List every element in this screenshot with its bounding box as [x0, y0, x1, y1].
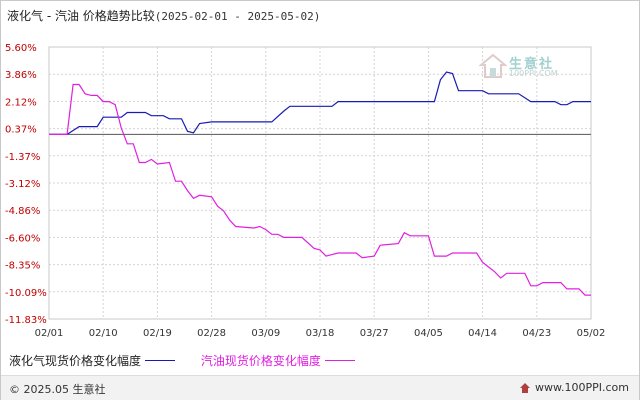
chart-plot: 5.60% 3.86% 2.12% 0.37% -1.37% -3.12% -4.86% -6…: [5, 43, 606, 339]
legend-swatch-lpg: [145, 360, 176, 361]
y-tick-label: -1.37%: [5, 152, 40, 163]
vertical-gridlines: [102, 47, 538, 319]
x-tick-label: 04/05: [414, 328, 443, 339]
series-lines: [49, 71, 591, 296]
x-tick-label: 04/23: [522, 328, 551, 339]
x-tick-label: 02/10: [89, 328, 118, 339]
legend-label-lpg: 液化气现货价格变化幅度: [9, 354, 142, 368]
y-tick-label: -11.83%: [5, 315, 47, 326]
watermark-logo: 生意社 100PPI.COM: [478, 53, 579, 83]
y-tick-label: -3.12%: [5, 179, 40, 190]
footer-site-link[interactable]: www.100PPI.com: [535, 381, 629, 394]
y-tick-label: 2.12%: [5, 97, 37, 108]
footer-bar: © 2025.05 生意社 www.100PPI.com: [1, 375, 639, 400]
x-tick-label: 03/09: [251, 328, 280, 339]
y-tick-label: 3.86%: [5, 70, 37, 81]
legend-label-gasoline: 汽油现货价格变化幅度: [200, 354, 321, 368]
legend-item-lpg: 液化气现货价格变化幅度: [9, 352, 176, 369]
x-tick-label: 05/02: [577, 328, 606, 339]
y-tick-label: -6.60%: [5, 233, 40, 244]
footer-copyright: © 2025.05 生意社: [9, 383, 106, 396]
footer-site[interactable]: www.100PPI.com: [519, 381, 629, 394]
x-tick-label: 02/28: [197, 328, 226, 339]
series-line-gasoline: [49, 83, 591, 296]
legend-swatch-gasoline: [324, 360, 355, 361]
house-logo-icon: [478, 53, 508, 78]
y-axis-labels: 5.60% 3.86% 2.12% 0.37% -1.37% -3.12% -4.86% -6…: [5, 43, 47, 326]
watermark-name: 生意社: [509, 57, 555, 72]
y-tick-label: -10.09%: [5, 288, 47, 299]
site-logo-icon: [520, 382, 531, 393]
watermark-url: 100PPI.COM: [509, 69, 558, 78]
y-tick-label: -8.35%: [5, 261, 40, 272]
series-line-lpg: [49, 71, 591, 135]
x-tick-label: 04/14: [468, 328, 497, 339]
x-tick-label: 02/19: [143, 328, 172, 339]
x-tick-label: 03/18: [306, 328, 335, 339]
x-tick-label: 02/01: [35, 328, 64, 339]
chart-title: 液化气 - 汽油 价格趋势比较(2025-02-01 - 2025-05-02): [7, 7, 320, 24]
legend-item-gasoline: 汽油现货价格变化幅度: [201, 352, 355, 369]
legend: 液化气现货价格变化幅度 汽油现货价格变化幅度: [9, 352, 377, 369]
chart-date-range: (2025-02-01 - 2025-05-02): [154, 10, 321, 23]
y-tick-label: 0.37%: [5, 125, 37, 136]
x-tick-label: 03/27: [360, 328, 389, 339]
x-axis-labels: 02/01 02/10 02/19 02/28 03/09 03/18 03/27 04/05…: [35, 328, 606, 339]
y-tick-label: 5.60%: [5, 43, 37, 54]
chart-title-text: 液化气 - 汽油 价格趋势比较: [7, 9, 155, 23]
y-tick-label: -4.86%: [5, 206, 40, 217]
